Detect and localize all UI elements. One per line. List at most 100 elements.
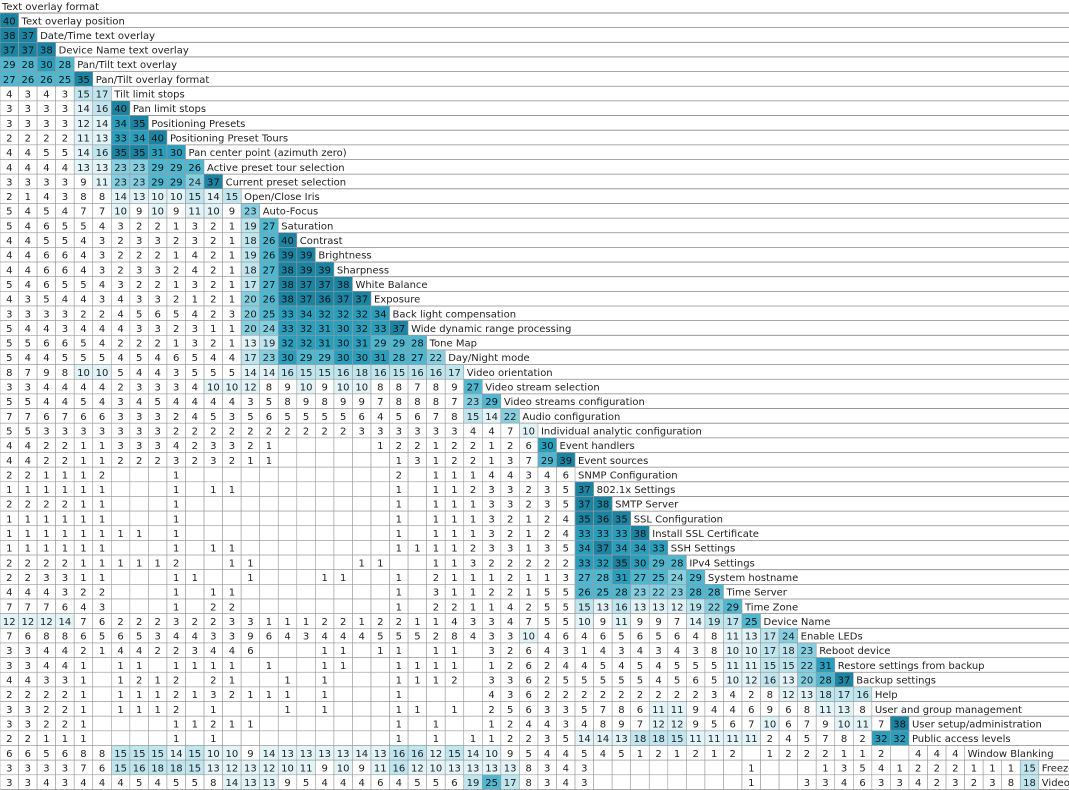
cell-value: 3: [136, 236, 142, 247]
cell-value: 5: [43, 295, 49, 306]
cell-value: 5: [396, 412, 402, 423]
cell-value: 3: [43, 177, 49, 188]
cell-value: 3: [62, 119, 68, 130]
cell-value: 1: [25, 514, 31, 525]
cell-value: 34: [300, 309, 313, 320]
cell-value: 12: [244, 383, 257, 394]
cell-value: 2: [117, 251, 123, 262]
cell-value: 4: [618, 661, 624, 672]
cell-value: 38: [281, 280, 294, 291]
cell-value: 15: [188, 749, 201, 760]
heatmap-cell: [296, 496, 316, 512]
cell-value: 4: [470, 632, 476, 643]
cell-value: 1: [396, 646, 402, 657]
cell-value: 1: [173, 529, 179, 540]
cell-value: 5: [136, 309, 142, 320]
cell-value: 2: [6, 734, 12, 745]
cell-value: 4: [563, 763, 569, 774]
cell-value: 5: [43, 236, 49, 247]
cell-value: 1: [229, 339, 235, 350]
cell-value: 3: [154, 426, 160, 437]
cell-value: 2: [433, 573, 439, 584]
heatmap-cell: [333, 730, 353, 746]
cell-value: 1: [43, 514, 49, 525]
cell-value: 5: [525, 749, 531, 760]
cell-value: 1: [284, 617, 290, 628]
row-label: SMTP Server: [615, 500, 679, 511]
cell-value: 1: [266, 456, 272, 467]
heatmap-cell: [407, 584, 427, 600]
cell-value: 33: [578, 529, 591, 540]
cell-value: 2: [43, 705, 49, 716]
cell-value: 2: [544, 514, 550, 525]
cell-value: 10: [726, 646, 739, 657]
cell-value: 1: [396, 661, 402, 672]
row-label: Current preset selection: [226, 177, 347, 188]
cell-value: 4: [62, 163, 68, 174]
cell-value: 40: [281, 236, 294, 247]
cell-value: 2: [525, 558, 531, 569]
cell-value: 1: [136, 558, 142, 569]
cell-value: 11: [374, 763, 387, 774]
heatmap-cell: [240, 730, 260, 746]
cell-value: 9: [136, 207, 142, 218]
heatmap-cell: [259, 569, 279, 585]
heatmap-cell: [352, 686, 372, 702]
cell-value: 4: [192, 412, 198, 423]
cell-value: 2: [173, 324, 179, 335]
row-label: IPv4 Settings: [689, 558, 754, 569]
heatmap-cell: [203, 496, 223, 512]
cell-value: 4: [340, 632, 346, 643]
cell-value: 4: [952, 749, 958, 760]
cell-value: 1: [396, 588, 402, 599]
cell-value: 3: [192, 324, 198, 335]
heatmap-cell: [148, 584, 168, 600]
cell-value: 5: [99, 632, 105, 643]
heatmap-cell: [315, 510, 335, 527]
heatmap-cell: [92, 701, 112, 717]
cell-value: 1: [451, 529, 457, 540]
cell-value: 5: [117, 368, 123, 379]
cell-value: 3: [581, 763, 587, 774]
cell-value: 1: [229, 485, 235, 496]
heatmap-cell: [463, 642, 483, 658]
cell-value: 31: [615, 573, 628, 584]
cell-value: 4: [915, 749, 921, 760]
row-label: Window Blanking: [968, 749, 1054, 760]
cell-value: 2: [43, 441, 49, 452]
cell-value: 2: [859, 734, 865, 745]
cell-value: 37: [21, 46, 34, 57]
cell-value: 1: [321, 646, 327, 657]
cell-value: 23: [467, 397, 480, 408]
cell-value: 1: [711, 749, 717, 760]
cell-value: 1: [229, 588, 235, 599]
heatmap-cell: [148, 466, 168, 483]
heatmap-cell: [370, 686, 390, 702]
cell-value: 2: [6, 558, 12, 569]
cell-value: 5: [600, 661, 606, 672]
heatmap-cell: [352, 598, 372, 614]
cell-value: 1: [136, 661, 142, 672]
heatmap-cell: [185, 598, 205, 614]
cell-value: 1: [284, 676, 290, 687]
cell-value: 1: [229, 265, 235, 276]
cell-value: 3: [62, 90, 68, 101]
cell-value: 1: [229, 251, 235, 262]
cell-value: 1: [80, 485, 86, 496]
cell-value: 8: [525, 763, 531, 774]
cell-value: 3: [488, 617, 494, 628]
cell-value: 3: [62, 177, 68, 188]
cell-value: 1: [525, 588, 531, 599]
cell-value: 3: [507, 632, 513, 643]
cell-value: 26: [578, 588, 591, 599]
cell-value: 4: [80, 602, 86, 613]
cell-value: 17: [244, 280, 257, 291]
heatmap-cell: [148, 481, 168, 497]
cell-value: 1: [99, 485, 105, 496]
cell-value: 1: [117, 705, 123, 716]
cell-value: 3: [470, 617, 476, 628]
cell-value: 2: [6, 500, 12, 511]
row-label: Install SSL Certificate: [652, 529, 759, 540]
cell-value: 15: [578, 602, 591, 613]
cell-value: 13: [504, 763, 517, 774]
